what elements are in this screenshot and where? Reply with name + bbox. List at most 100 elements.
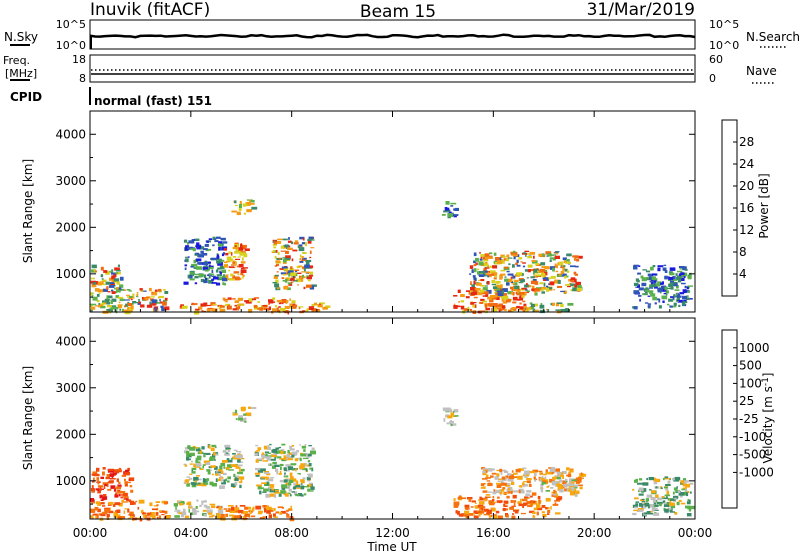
- velocity-cell: [270, 458, 275, 461]
- velocity-cell: [664, 476, 669, 479]
- velocity-cell: [515, 468, 521, 473]
- velocity-cell: [681, 488, 687, 491]
- power-cell: [502, 297, 508, 300]
- velocity-cell: [97, 485, 104, 488]
- power-cell: [513, 279, 515, 281]
- velocity-cell: [687, 499, 689, 502]
- power-cell: [206, 240, 209, 243]
- power-cell: [495, 292, 499, 297]
- power-cell: [222, 252, 226, 255]
- velocity-cell: [520, 512, 526, 515]
- nsky-label: N.Sky: [4, 30, 38, 44]
- power-cell: [497, 284, 503, 289]
- power-cell: [228, 251, 232, 254]
- power-cell: [485, 256, 491, 260]
- velocity-cell: [291, 451, 298, 456]
- velocity-cell: [236, 464, 243, 467]
- velocity-cell: [193, 484, 196, 486]
- velocity-cell: [226, 459, 233, 463]
- power-cell: [547, 309, 550, 313]
- power-cell: [576, 287, 582, 291]
- velocity-cell: [471, 500, 476, 503]
- power-cell: [464, 308, 468, 311]
- velocity-cell: [512, 513, 515, 515]
- velocity-cell: [307, 480, 310, 482]
- power-cell: [92, 284, 97, 288]
- power-cell: [90, 277, 95, 280]
- velocity-cell: [211, 514, 215, 517]
- velocity-cell: [646, 494, 652, 498]
- power-patch: [292, 302, 331, 314]
- velocity-cell: [277, 506, 284, 509]
- power-cell: [638, 287, 644, 291]
- velocity-cell: [100, 514, 106, 517]
- power-cell: [220, 237, 226, 241]
- velocity-cell: [202, 482, 208, 484]
- velocity-cell: [446, 407, 451, 410]
- power-cell: [560, 290, 565, 293]
- velocity-cell: [271, 465, 276, 469]
- power-cell: [276, 299, 283, 303]
- velocity-cell: [128, 477, 135, 482]
- power-cell: [141, 296, 144, 300]
- velocity-cell: [510, 491, 513, 495]
- velocity-cell: [269, 463, 272, 466]
- power-cell: [232, 246, 239, 250]
- power-cell: [160, 305, 164, 308]
- power-cell: [475, 288, 481, 291]
- velocity-cell: [196, 475, 200, 477]
- power-cell: [292, 306, 297, 309]
- velocity-cell: [233, 449, 238, 451]
- power-cell: [664, 270, 668, 273]
- velocity-cell: [278, 472, 282, 475]
- velocity-cell: [195, 506, 198, 509]
- power-cell: [100, 306, 106, 309]
- velocity-cell: [494, 489, 501, 494]
- power-cell: [667, 303, 670, 306]
- power-cell: [660, 282, 663, 285]
- velocity-cell: [90, 488, 95, 491]
- velocity-cell: [248, 406, 251, 409]
- power-cell: [284, 285, 289, 290]
- velocity-cell: [473, 515, 479, 519]
- velocity-cell: [208, 512, 213, 515]
- power-cell: [498, 303, 503, 307]
- power-cell: [138, 301, 141, 304]
- power-cell: [98, 303, 101, 307]
- velocity-cell: [518, 488, 524, 493]
- velocity-cell: [689, 491, 692, 494]
- power-cell: [209, 273, 215, 276]
- velocity-cell: [294, 483, 300, 487]
- velocity-cell: [256, 459, 262, 462]
- power-cell: [647, 303, 652, 305]
- power-cell: [494, 273, 498, 278]
- power-colorbar-label-text: 24: [739, 157, 754, 171]
- velocity-cell: [266, 456, 271, 460]
- velocity-cell: [672, 491, 675, 495]
- velocity-cell: [259, 490, 262, 495]
- power-cell: [507, 273, 514, 276]
- power-cell: [285, 255, 291, 259]
- velocity-cell: [223, 479, 226, 484]
- velocity-cell: [223, 466, 226, 469]
- power-cell: [125, 303, 129, 307]
- power-cell: [507, 291, 514, 295]
- power-cell: [500, 260, 505, 264]
- velocity-cell: [217, 515, 222, 520]
- power-cell: [279, 307, 286, 311]
- velocity-cell: [255, 467, 261, 471]
- velocity-cell: [97, 508, 101, 513]
- velocity-cell: [182, 508, 186, 513]
- velocity-cell: [487, 468, 493, 472]
- power-cell: [260, 305, 265, 309]
- power-cell: [527, 269, 531, 273]
- power-cell: [471, 284, 475, 288]
- power-cell: [278, 257, 281, 260]
- power-cell: [158, 295, 165, 299]
- time-tick-label: 12:00: [375, 526, 410, 540]
- velocity-cell: [107, 481, 114, 484]
- velocity-cell: [220, 517, 223, 519]
- velocity-cell: [486, 480, 491, 482]
- velocity-cell: [555, 499, 562, 501]
